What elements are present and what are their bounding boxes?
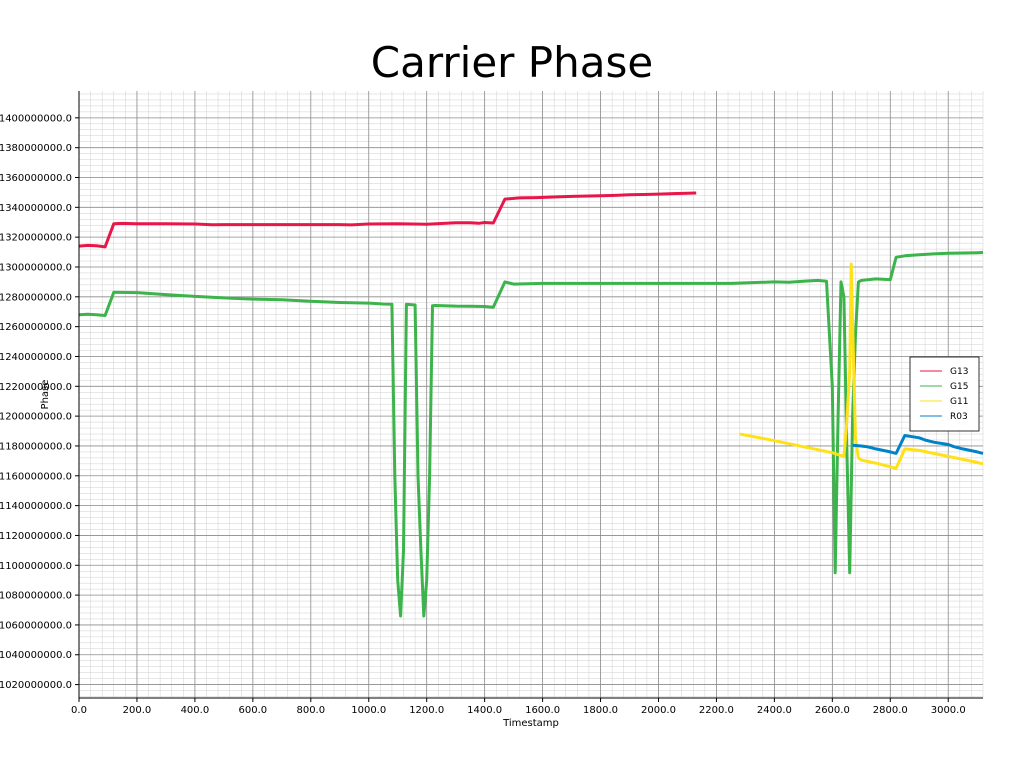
y-tick-label: 1320000000.0 <box>0 233 72 244</box>
y-tick-label: 1200000000.0 <box>0 412 72 423</box>
legend-label-R03: R03 <box>950 412 968 422</box>
x-tick-label: 2000.0 <box>641 705 676 716</box>
chart-title: Carrier Phase <box>370 38 654 87</box>
y-tick-label: 1040000000.0 <box>0 650 72 661</box>
y-tick-label: 1260000000.0 <box>0 322 72 333</box>
x-tick-label: 2400.0 <box>757 705 792 716</box>
y-tick-label: 1400000000.0 <box>0 113 72 124</box>
y-tick-label: 1080000000.0 <box>0 591 72 602</box>
y-tick-label: 1280000000.0 <box>0 292 72 303</box>
y-tick-label: 1220000000.0 <box>0 382 72 393</box>
y-axis-label: Phase <box>40 380 51 410</box>
x-tick-label: 2200.0 <box>699 705 734 716</box>
y-tick-label: 1340000000.0 <box>0 203 72 214</box>
legend: G13 G15 G11 R03 <box>909 356 980 432</box>
x-tick-label: 200.0 <box>123 705 152 716</box>
x-tick-label: 3000.0 <box>931 705 966 716</box>
x-tick-label: 1800.0 <box>583 705 618 716</box>
y-tick-label: 1100000000.0 <box>0 561 72 572</box>
x-tick-label: 2600.0 <box>815 705 850 716</box>
x-tick-label: 600.0 <box>239 705 268 716</box>
y-tick-label: 1300000000.0 <box>0 262 72 273</box>
series-line-G15 <box>78 251 984 618</box>
series-line-G13 <box>78 191 697 249</box>
series-layer <box>78 191 984 618</box>
y-tick-label: 1060000000.0 <box>0 620 72 631</box>
y-tick-label: 1180000000.0 <box>0 441 72 452</box>
x-tick-label: 400.0 <box>181 705 210 716</box>
y-ticks: 1020000000.0 1040000000.0 1060000000.0 1080… <box>0 113 79 691</box>
y-tick-label: 1360000000.0 <box>0 173 72 184</box>
y-tick-label: 1240000000.0 <box>0 352 72 363</box>
series-line-G11 <box>739 262 984 470</box>
x-tick-label: 0.0 <box>71 705 87 716</box>
y-tick-label: 1120000000.0 <box>0 531 72 542</box>
y-tick-label: 1140000000.0 <box>0 501 72 512</box>
x-tick-label: 1000.0 <box>351 705 386 716</box>
x-axis-label: Timestamp <box>502 718 559 729</box>
x-tick-label: 1200.0 <box>409 705 444 716</box>
x-tick-label: 1600.0 <box>525 705 560 716</box>
y-tick-label: 1020000000.0 <box>0 680 72 691</box>
legend-label-G11: G11 <box>950 397 968 407</box>
legend-box <box>909 356 980 432</box>
y-tick-label: 1160000000.0 <box>0 471 72 482</box>
series-line-R03 <box>852 434 984 455</box>
x-tick-label: 800.0 <box>296 705 325 716</box>
x-tick-label: 2800.0 <box>873 705 908 716</box>
y-tick-label: 1380000000.0 <box>0 143 72 154</box>
x-tick-label: 1400.0 <box>467 705 502 716</box>
legend-label-G15: G15 <box>950 382 968 392</box>
legend-label-G13: G13 <box>950 367 968 377</box>
x-ticks: 0.0 200.0 400.0 600.0 800.0 1000.0 1200.0 1400.… <box>71 698 966 716</box>
